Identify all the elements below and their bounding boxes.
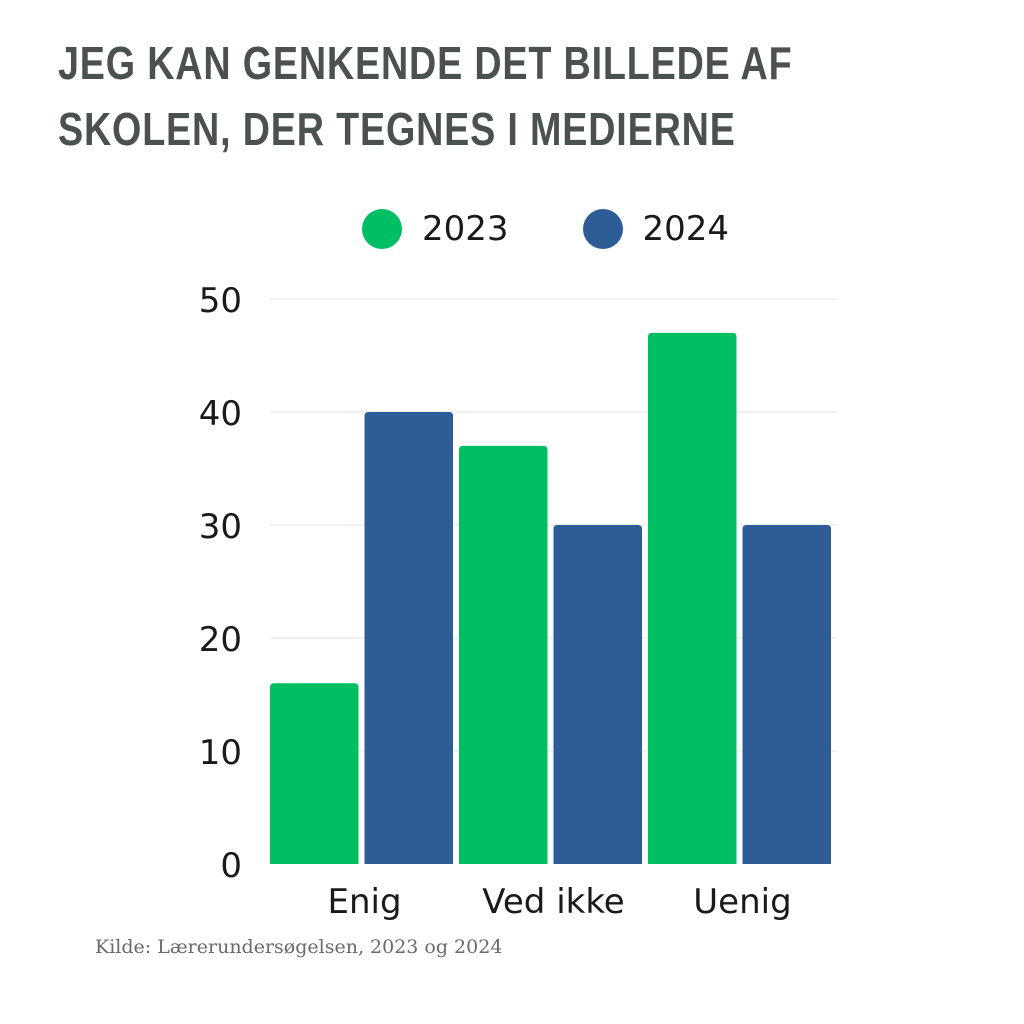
bar-2024-enig [364, 412, 453, 864]
legend-label-2024: 2024 [642, 209, 730, 249]
x-tick-label: Enig [327, 882, 401, 922]
legend-item-2023: 2023 [362, 209, 509, 249]
source-note: Kilde: Lærerundersøgelsen, 2023 og 2024 [95, 936, 503, 958]
legend-label-2023: 2023 [422, 209, 509, 249]
bars [270, 332, 831, 864]
bar-2023-enig [270, 683, 359, 864]
legend-swatch-2023 [362, 209, 402, 249]
x-tick-label: Uenig [693, 882, 791, 922]
y-tick-label: 10 [199, 733, 242, 773]
bar-2023-ved-ikke [459, 445, 548, 864]
legend-swatch-2024 [582, 209, 623, 249]
y-tick-label: 50 [199, 281, 242, 321]
legend-item-2024: 2024 [582, 209, 730, 249]
x-axis-ticks: Enig Ved ikke Uenig [327, 882, 791, 922]
y-axis-ticks: 0 10 20 30 40 50 [199, 281, 242, 886]
legend: 2023 2024 [362, 206, 729, 252]
y-tick-label: 20 [199, 620, 242, 660]
bar-2024-uenig [742, 525, 831, 864]
y-tick-label: 40 [199, 394, 242, 434]
bar-2023-uenig [648, 332, 737, 864]
y-tick-label: 0 [220, 846, 242, 886]
y-tick-label: 30 [199, 507, 242, 547]
bar-2024-ved-ikke [553, 525, 642, 864]
chart-title: JEG KAN GENKENDE DET BILLEDE AF SKOLEN, … [58, 37, 793, 155]
x-tick-label: Ved ikke [482, 882, 624, 922]
